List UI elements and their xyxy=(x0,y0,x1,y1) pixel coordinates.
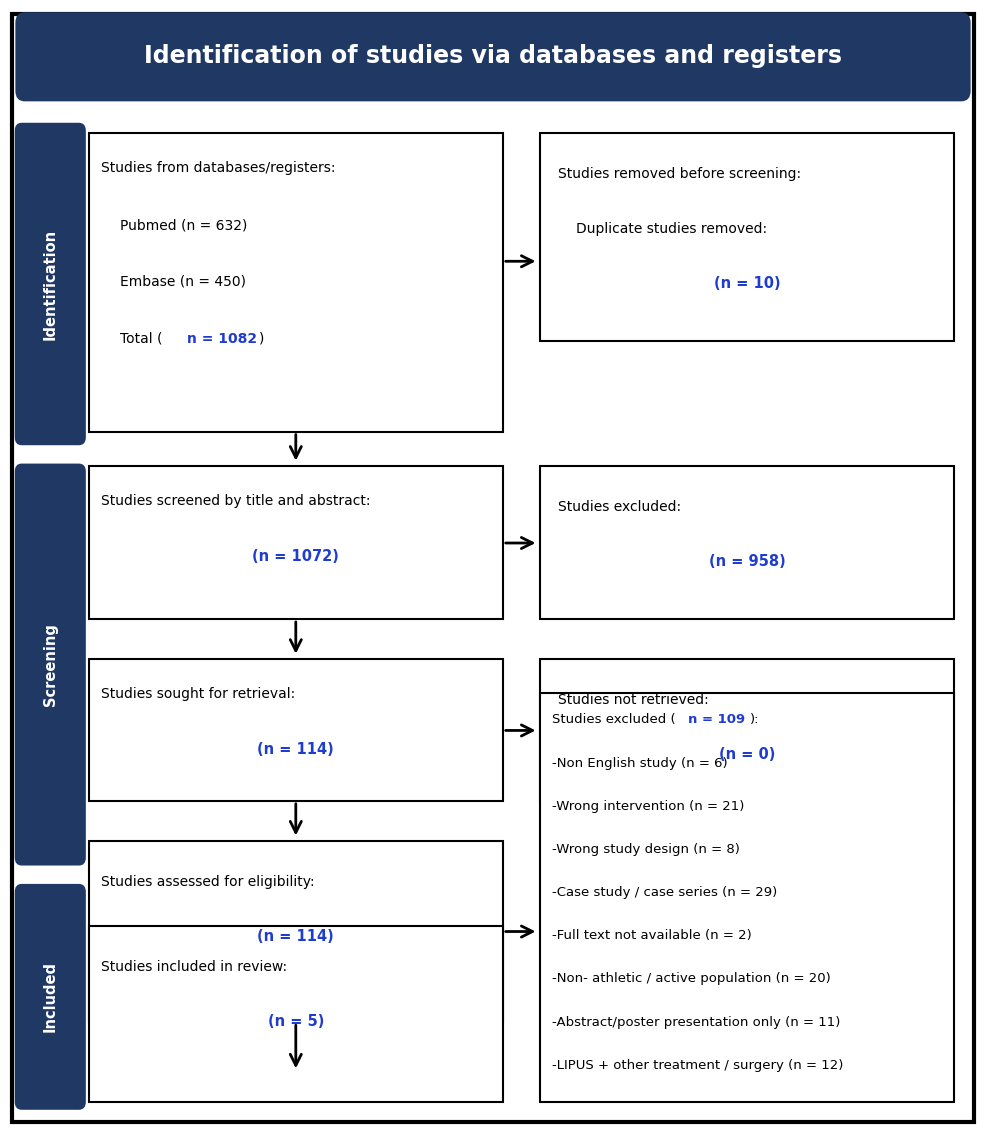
Text: Studies sought for retrieval:: Studies sought for retrieval: xyxy=(101,687,295,701)
Text: (n = 958): (n = 958) xyxy=(709,554,786,569)
Bar xyxy=(89,659,503,801)
Text: (n = 1072): (n = 1072) xyxy=(252,549,339,563)
Text: -Abstract/poster presentation only (n = 11): -Abstract/poster presentation only (n = … xyxy=(552,1016,840,1028)
FancyBboxPatch shape xyxy=(16,465,85,864)
Text: Identification of studies via databases and registers: Identification of studies via databases … xyxy=(144,43,842,68)
Text: Studies assessed for eligibility:: Studies assessed for eligibility: xyxy=(101,875,315,888)
Text: Pubmed (n = 632): Pubmed (n = 632) xyxy=(120,218,247,232)
Bar xyxy=(540,133,954,341)
Text: (n = 114): (n = 114) xyxy=(257,929,334,944)
Text: Screening: Screening xyxy=(42,624,58,705)
Bar xyxy=(540,466,954,619)
Bar xyxy=(89,841,503,1022)
Text: Total (: Total ( xyxy=(120,332,163,345)
Bar xyxy=(89,466,503,619)
Text: -LIPUS + other treatment / surgery (n = 12): -LIPUS + other treatment / surgery (n = … xyxy=(552,1059,844,1071)
Bar xyxy=(540,659,954,801)
Text: Duplicate studies removed:: Duplicate studies removed: xyxy=(576,222,767,235)
Text: (n = 10): (n = 10) xyxy=(714,276,781,291)
Text: ): ) xyxy=(259,332,264,345)
Text: Studies removed before screening:: Studies removed before screening: xyxy=(558,167,802,181)
Bar xyxy=(89,133,503,432)
FancyBboxPatch shape xyxy=(16,124,85,444)
Text: (n = 5): (n = 5) xyxy=(267,1014,324,1029)
Text: Identification: Identification xyxy=(42,228,58,340)
Text: Included: Included xyxy=(42,961,58,1033)
Text: (n = 0): (n = 0) xyxy=(719,747,776,762)
Text: -Full text not available (n = 2): -Full text not available (n = 2) xyxy=(552,929,752,942)
Text: -Wrong study design (n = 8): -Wrong study design (n = 8) xyxy=(552,843,740,855)
Text: ):: ): xyxy=(750,713,760,726)
FancyBboxPatch shape xyxy=(17,14,969,100)
Text: -Case study / case series (n = 29): -Case study / case series (n = 29) xyxy=(552,886,777,899)
Text: (n = 114): (n = 114) xyxy=(257,742,334,757)
Text: n = 109: n = 109 xyxy=(688,713,745,726)
Text: Studies not retrieved:: Studies not retrieved: xyxy=(558,693,709,707)
Text: Studies included in review:: Studies included in review: xyxy=(101,960,287,974)
Text: Studies excluded:: Studies excluded: xyxy=(558,500,681,513)
Bar xyxy=(540,693,954,1102)
Text: n = 1082: n = 1082 xyxy=(187,332,257,345)
Text: Studies from databases/registers:: Studies from databases/registers: xyxy=(101,161,335,175)
Text: Embase (n = 450): Embase (n = 450) xyxy=(120,275,246,289)
Text: -Non- athletic / active population (n = 20): -Non- athletic / active population (n = … xyxy=(552,972,831,985)
Text: Studies screened by title and abstract:: Studies screened by title and abstract: xyxy=(101,494,370,508)
FancyBboxPatch shape xyxy=(16,885,85,1109)
Text: -Non English study (n = 6): -Non English study (n = 6) xyxy=(552,757,728,769)
Text: -Wrong intervention (n = 21): -Wrong intervention (n = 21) xyxy=(552,800,744,812)
Text: Studies excluded (: Studies excluded ( xyxy=(552,713,675,726)
Bar xyxy=(89,926,503,1102)
